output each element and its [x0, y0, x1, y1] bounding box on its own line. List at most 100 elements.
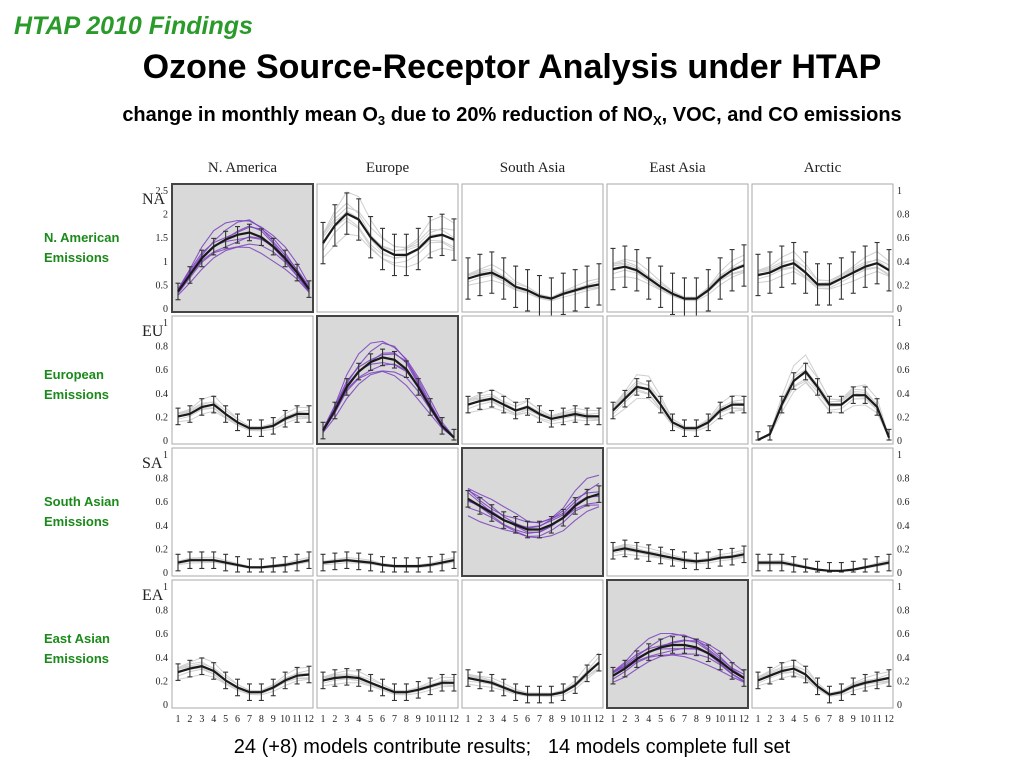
x-tick-label: 11 [582, 714, 592, 725]
x-tick-label: 5 [368, 714, 373, 725]
y-tick-label: 1 [163, 450, 168, 461]
y-tick-label: 1 [163, 318, 168, 329]
mean-line [177, 403, 309, 430]
row-code-label: SA [142, 455, 163, 472]
y-tick-label: 0.5 [156, 280, 169, 291]
model-line [757, 381, 890, 441]
mean-line [322, 675, 454, 694]
y-tick-label: 0.4 [897, 521, 910, 532]
column-header: Arctic [804, 160, 842, 176]
x-tick-label: 12 [594, 714, 604, 725]
x-tick-label: 10 [570, 714, 580, 725]
model-line [322, 670, 455, 692]
y-tick-label: 0 [163, 304, 168, 315]
y-tick-label: 0.6 [897, 233, 910, 244]
model-line [612, 397, 745, 432]
model-line [612, 553, 745, 565]
y-tick-label: 0.8 [156, 474, 169, 485]
y-tick-label: 0.8 [897, 606, 910, 617]
x-tick-label: 10 [280, 714, 290, 725]
y-tick-label: 0.8 [156, 606, 169, 617]
x-tick-label: 8 [259, 714, 264, 725]
x-tick-label: 7 [682, 714, 687, 725]
y-tick-label: 0 [897, 436, 902, 447]
model-line [467, 652, 600, 694]
subtitle-part: due to 20% reduction of NO [385, 104, 653, 126]
x-tick-label: 3 [344, 714, 349, 725]
row-label-line: N. American [44, 230, 120, 245]
model-line [322, 561, 455, 568]
x-tick-label: 7 [537, 714, 542, 725]
x-tick-label: 9 [561, 714, 566, 725]
x-tick-label: 12 [449, 714, 459, 725]
model-line [612, 543, 745, 561]
y-tick-label: 0.6 [897, 365, 910, 376]
model-line [757, 259, 890, 285]
x-tick-label: 9 [851, 714, 856, 725]
x-tick-label: 3 [489, 714, 494, 725]
x-tick-label: 8 [549, 714, 554, 725]
y-tick-label: 0.6 [156, 497, 169, 508]
model-line [612, 271, 745, 302]
panel-frame [171, 447, 314, 577]
panel [316, 315, 459, 445]
row-label-east-asian: East Asian Emissions [44, 629, 154, 669]
x-tick-label: 2 [767, 714, 772, 725]
column-header: N. America [208, 160, 277, 176]
y-tick-label: 0 [897, 700, 902, 711]
row-label-south-asian: South Asian Emissions [44, 492, 154, 532]
column-header: East Asia [649, 160, 706, 176]
x-tick-label: 1 [466, 714, 471, 725]
row-label-line: Emissions [44, 651, 110, 666]
y-tick-label: 0.2 [156, 676, 169, 687]
x-tick-label: 5 [513, 714, 518, 725]
y-tick-label: 0 [163, 436, 168, 447]
model-line [322, 220, 455, 264]
y-tick-label: 0.2 [156, 412, 169, 423]
model-line [177, 394, 310, 428]
model-line [467, 263, 600, 298]
panel [606, 447, 749, 577]
x-tick-label: 5 [658, 714, 663, 725]
y-tick-label: 2 [163, 210, 168, 221]
model-line [467, 495, 600, 533]
x-tick-label: 6 [670, 714, 675, 725]
x-tick-label: 1 [176, 714, 181, 725]
panel-frame [461, 579, 604, 709]
model-line [322, 210, 455, 259]
x-tick-label: 6 [235, 714, 240, 725]
page-title: Ozone Source-Receptor Analysis under HTA… [142, 48, 882, 86]
model-line [322, 233, 455, 268]
model-line [467, 401, 600, 422]
panel: 0 0.2 0.4 0.6 0.8 1 [751, 315, 910, 447]
y-tick-label: 0.8 [897, 342, 910, 353]
y-tick-label: 0.4 [897, 653, 910, 664]
x-tick-label: 3 [634, 714, 639, 725]
x-tick-label: 7 [827, 714, 832, 725]
row-code-label: NA [142, 191, 166, 208]
x-tick-label: 9 [416, 714, 421, 725]
y-tick-label: 1 [163, 257, 168, 268]
model-line [757, 270, 890, 290]
row-label-line: South Asian [44, 494, 120, 509]
model-line [612, 654, 745, 683]
source-receptor-panel-grid: N. America Europe South Asia East Asia Arcti… [142, 160, 910, 725]
x-tick-label: 7 [392, 714, 397, 725]
model-line [177, 243, 310, 294]
y-tick-label: 0.6 [156, 365, 169, 376]
y-tick-label: 0 [897, 304, 902, 315]
y-tick-label: 0.2 [897, 280, 910, 291]
y-tick-label: 0.4 [897, 389, 910, 400]
model-line [467, 393, 600, 417]
mean-line [467, 271, 600, 300]
row-code-label: EU [142, 323, 164, 340]
panel: 0 0.2 0.4 0.6 0.8 1 [156, 315, 314, 447]
x-tick-label: 10 [860, 714, 870, 725]
mean-line [467, 493, 600, 531]
y-tick-label: 0 [163, 700, 168, 711]
panel: 0 0.2 0.4 0.6 0.8 1 [751, 447, 910, 579]
x-tick-label: 4 [211, 714, 216, 725]
panel-frame [751, 447, 894, 577]
model-line [322, 370, 455, 439]
y-tick-label: 0.4 [156, 389, 169, 400]
